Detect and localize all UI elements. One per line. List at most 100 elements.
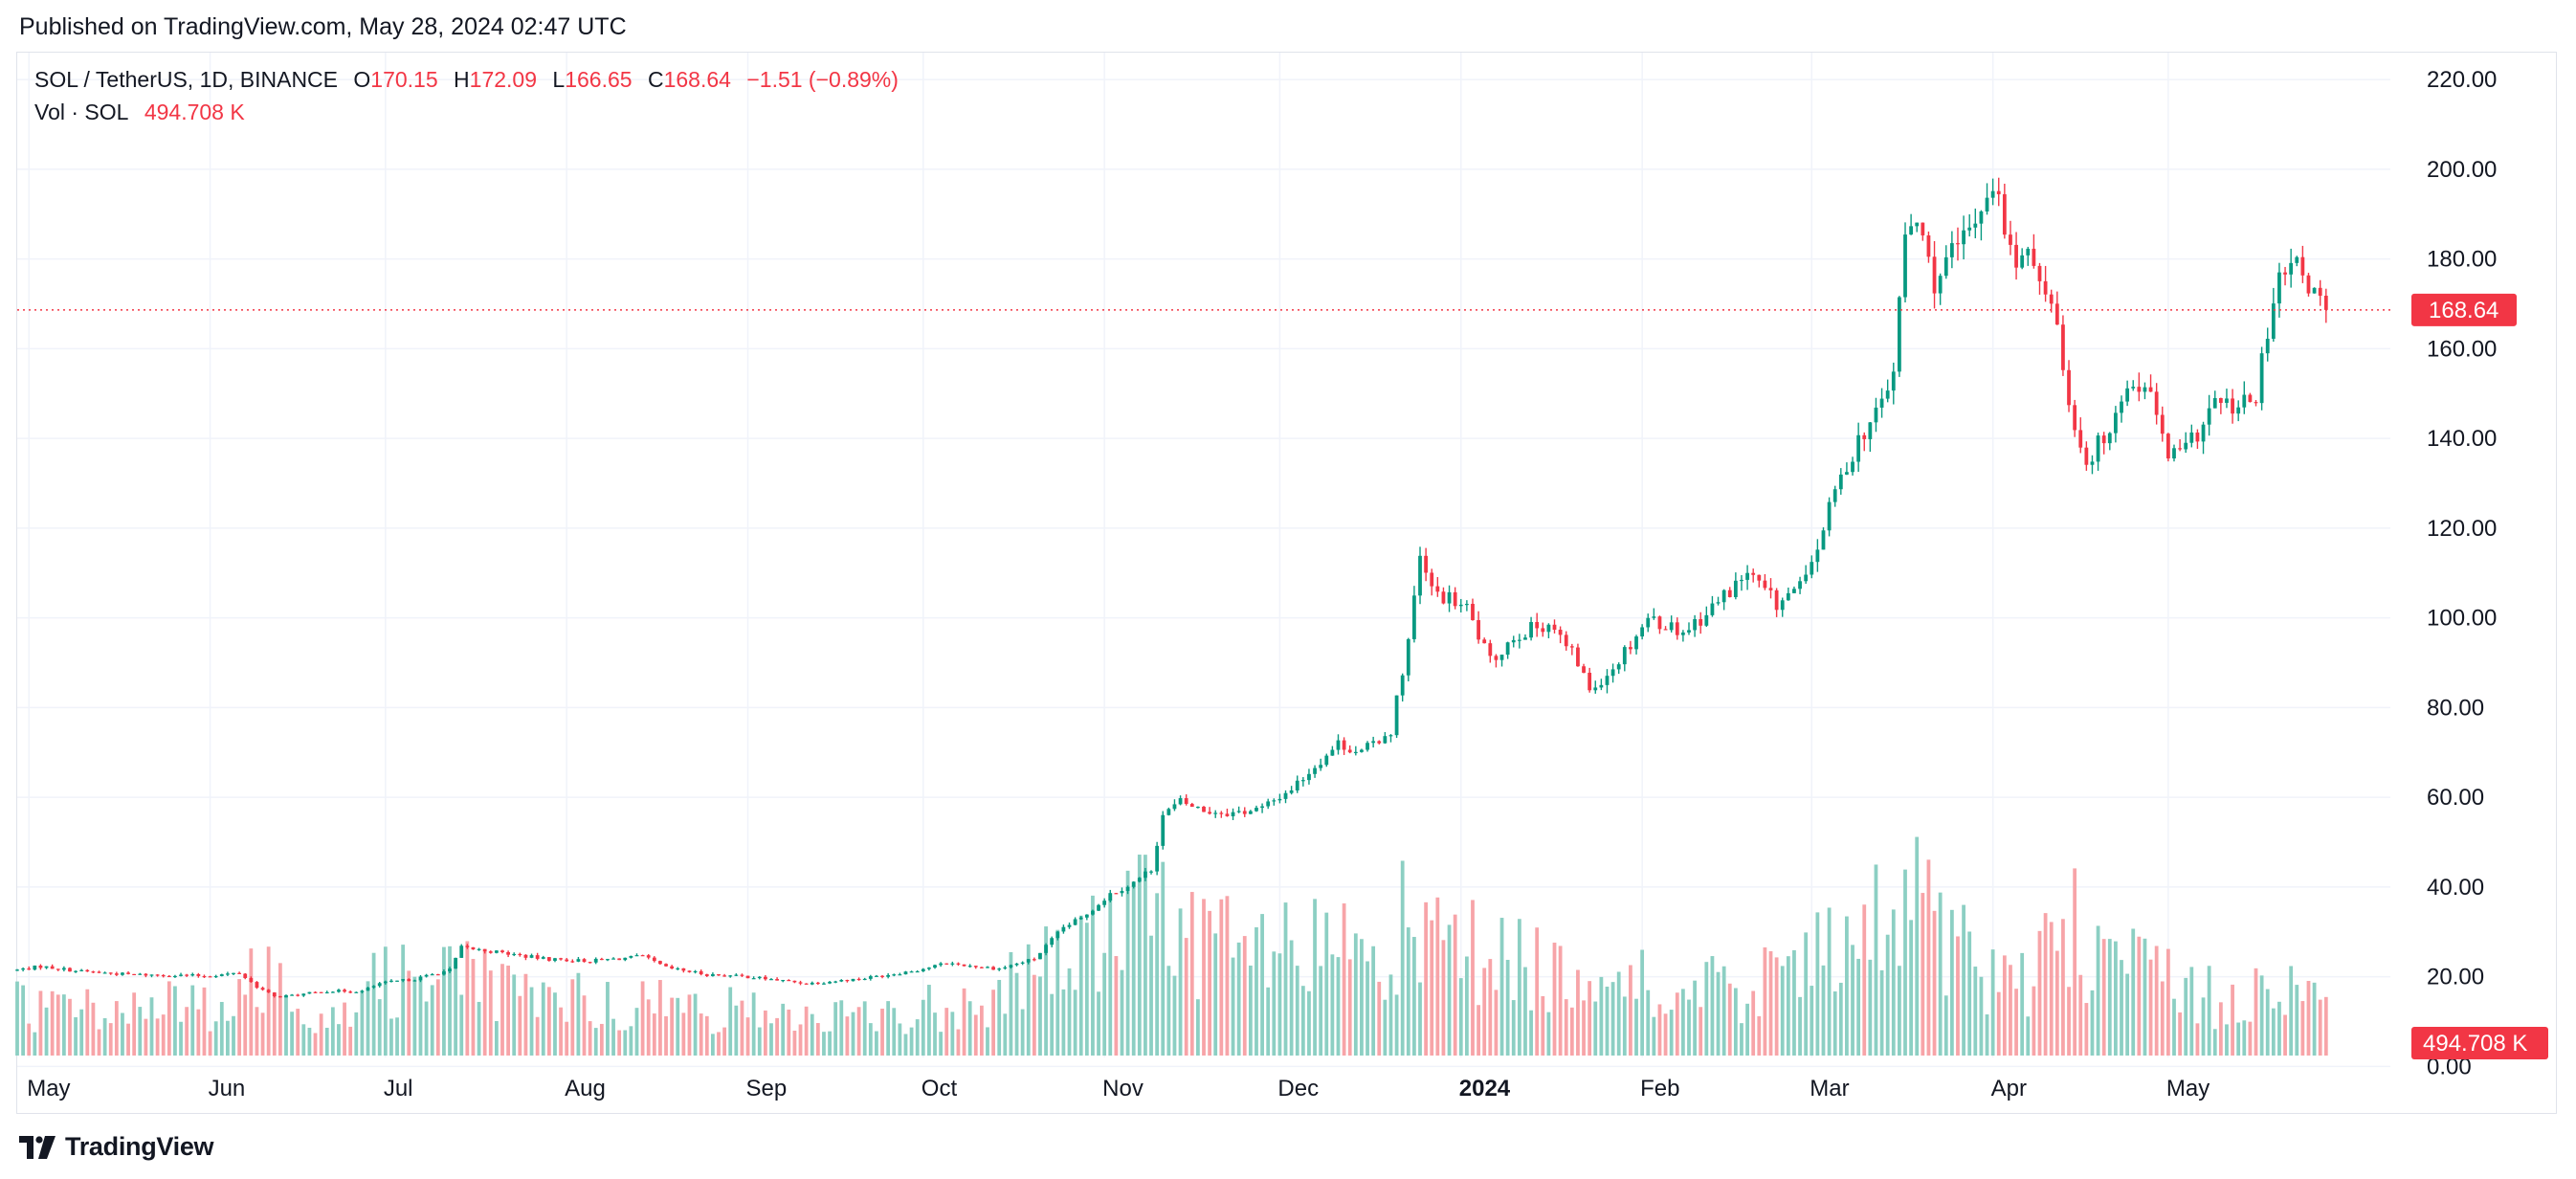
volume-bar	[202, 987, 207, 1056]
volume-bar	[1360, 939, 1364, 1056]
price-axis[interactable]: 220.00 200.00 180.00 160.00 140.00 120.00 100.…	[2427, 67, 2497, 1079]
x-tick-label: Oct	[922, 1076, 958, 1101]
volume-bar	[1523, 967, 1527, 1056]
candle-body	[1283, 792, 1288, 799]
candle-body	[939, 963, 944, 966]
volume-bar	[2231, 984, 2234, 1056]
candle-body	[1798, 581, 1802, 590]
volume-bar	[74, 1016, 78, 1056]
volume-bar	[1144, 855, 1147, 1056]
volume-bar	[1418, 982, 1422, 1056]
candle-body	[102, 972, 107, 974]
candle-body	[138, 973, 143, 975]
volume-bar	[1020, 1009, 1025, 1056]
candle-body	[1576, 647, 1580, 667]
volume-bar	[1125, 870, 1130, 1056]
volume-bar	[1909, 920, 1914, 1056]
candle-body	[681, 968, 686, 971]
candle-body	[1032, 959, 1036, 961]
volume-bar	[2061, 919, 2065, 1056]
volume-bar	[699, 1013, 703, 1056]
candle-body	[360, 990, 365, 992]
volume-bar	[810, 1013, 814, 1056]
candle-body	[161, 974, 166, 977]
y-tick-label: 80.00	[2427, 695, 2484, 721]
volume-bar	[1675, 992, 1679, 1056]
legend-close-key: C	[647, 67, 664, 92]
volume-bar	[2318, 999, 2322, 1056]
candle-body	[1272, 800, 1277, 802]
volume-bar	[1078, 915, 1083, 1056]
candle-body	[1962, 230, 1965, 245]
volume-bar	[868, 1023, 873, 1056]
time-axis[interactable]: May Jun Jul Aug Sep Oct Nov Dec 2024 Feb Mar Apr May	[27, 1076, 2210, 1101]
candle-body	[553, 958, 557, 961]
volume-bar	[1213, 933, 1218, 1056]
volume-bar	[1406, 927, 1410, 1056]
volume-bar	[1330, 954, 1335, 1056]
candle-body	[1634, 636, 1638, 650]
candle-body	[2054, 303, 2059, 325]
candle-body	[658, 961, 662, 965]
volume-bar	[1430, 920, 1434, 1056]
candle-body	[751, 978, 756, 980]
candle-body	[1851, 461, 1854, 473]
candle-body	[1319, 765, 1323, 768]
volume-bar	[97, 1029, 101, 1056]
candle-body	[1295, 780, 1299, 790]
candle-body	[1161, 814, 1166, 846]
candle-body	[2271, 303, 2276, 339]
volume-bar	[307, 1027, 312, 1056]
volume-bar	[1050, 993, 1055, 1056]
candle-body	[1926, 234, 1931, 257]
x-tick-label: May	[27, 1076, 70, 1101]
volume-bar	[1874, 864, 1878, 1056]
candle-body	[1242, 811, 1247, 814]
candle-body	[2248, 394, 2253, 403]
volume-bar	[2242, 1020, 2247, 1056]
legend-volume-label[interactable]: Vol · SOL	[34, 100, 129, 124]
volume-bar	[1629, 965, 1632, 1056]
candle-body	[717, 974, 721, 976]
candle-body	[407, 979, 411, 982]
candle-body	[1482, 639, 1487, 644]
chart-frame[interactable]	[16, 52, 2557, 1114]
volume-bar	[1383, 999, 1388, 1056]
volume-bar	[927, 985, 931, 1056]
candle-body	[967, 966, 972, 968]
candle-body	[1588, 672, 1592, 691]
volume-bar	[1202, 899, 1206, 1056]
volume-bar	[1652, 1016, 1656, 1056]
volume-bar	[2114, 941, 2118, 1056]
candle-body	[1026, 959, 1031, 963]
volume-bar	[15, 981, 19, 1056]
candle-body	[1289, 790, 1294, 793]
candle-body	[856, 978, 861, 981]
candle-body	[2225, 398, 2229, 403]
volume-bar	[1564, 999, 1568, 1056]
candle-body	[1347, 749, 1352, 753]
legend-symbol[interactable]: SOL / TetherUS, 1D, BINANCE	[34, 67, 339, 92]
volume-bar	[845, 1016, 850, 1056]
volume-bar	[722, 1027, 727, 1056]
volume-bar	[1091, 895, 1095, 1056]
last-volume-label: 494.708 K	[2423, 1031, 2527, 1057]
volume-bar	[1663, 1013, 1668, 1056]
footer-logo[interactable]: TradingView	[19, 1132, 214, 1162]
volume-bar	[2283, 1014, 2287, 1056]
candle-body	[2306, 275, 2311, 294]
volume-bar	[1464, 956, 1469, 1056]
candle-body	[2265, 338, 2270, 354]
volume-bar	[68, 998, 72, 1056]
candle-body	[880, 975, 884, 977]
candle-body	[185, 974, 189, 976]
volume-bar	[2212, 1029, 2217, 1056]
candle-body	[1377, 741, 1382, 744]
candle-body	[886, 974, 891, 977]
volume-bar	[944, 1008, 949, 1056]
volume-bars	[15, 836, 2328, 1056]
volume-bar	[856, 1007, 861, 1056]
volume-bar	[1511, 1000, 1516, 1056]
candle-body	[448, 968, 452, 972]
